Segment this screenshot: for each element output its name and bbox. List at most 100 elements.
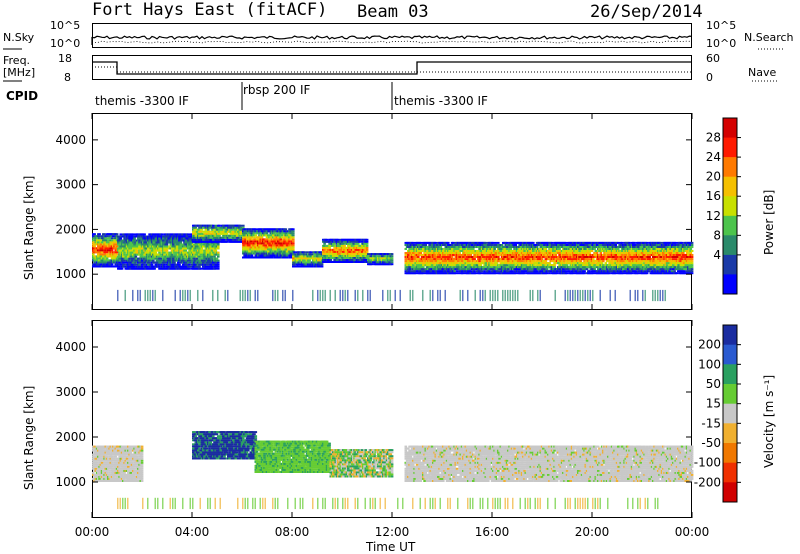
data-cell bbox=[218, 224, 221, 227]
data-cell bbox=[115, 233, 119, 236]
data-cell bbox=[292, 232, 295, 235]
data-cell bbox=[484, 244, 488, 246]
data-cell bbox=[97, 257, 100, 260]
data-cell bbox=[505, 246, 509, 248]
data-cell bbox=[110, 249, 114, 252]
data-cell bbox=[425, 246, 429, 248]
data-cell bbox=[248, 250, 251, 253]
data-cell bbox=[469, 266, 473, 269]
data-cell bbox=[224, 230, 228, 233]
data-cell bbox=[309, 251, 313, 254]
data-cell bbox=[527, 270, 530, 273]
data-cell bbox=[258, 250, 261, 253]
data-cell bbox=[365, 246, 369, 249]
data-cell bbox=[179, 249, 183, 252]
data-cell bbox=[459, 250, 463, 252]
data-cell bbox=[330, 244, 334, 247]
data-cell bbox=[115, 251, 119, 254]
data-cell bbox=[409, 270, 413, 273]
data-cell bbox=[429, 258, 433, 261]
data-cell bbox=[222, 236, 225, 239]
data-cell bbox=[210, 236, 214, 239]
data-cell bbox=[499, 264, 503, 267]
data-cell bbox=[113, 253, 116, 256]
data-cell bbox=[143, 263, 146, 266]
data-cell bbox=[104, 259, 108, 262]
data-cell bbox=[149, 235, 153, 238]
data-cell bbox=[362, 252, 365, 255]
data-cell bbox=[462, 272, 465, 275]
data-cell bbox=[225, 240, 229, 243]
data-cell bbox=[500, 260, 504, 263]
data-cell bbox=[199, 267, 203, 270]
data-cell bbox=[568, 270, 571, 273]
data-cell bbox=[324, 246, 328, 249]
data-cell bbox=[339, 250, 343, 253]
data-cell bbox=[217, 263, 220, 266]
data-cell bbox=[200, 232, 204, 235]
data-cell bbox=[265, 232, 269, 235]
data-cell bbox=[553, 264, 556, 267]
data-cell bbox=[215, 230, 219, 233]
data-cell bbox=[110, 263, 114, 266]
data-cell bbox=[355, 244, 359, 247]
data-cell bbox=[148, 257, 151, 260]
data-cell bbox=[433, 264, 436, 267]
data-cell bbox=[340, 240, 344, 243]
data-cell bbox=[287, 252, 290, 255]
data-cell bbox=[264, 248, 268, 251]
data-cell bbox=[285, 256, 289, 259]
data-cell bbox=[200, 243, 204, 246]
data-cell bbox=[458, 252, 461, 254]
data-cell bbox=[157, 239, 160, 242]
data-cell bbox=[159, 253, 163, 256]
data-cell bbox=[492, 268, 495, 271]
data-cell bbox=[507, 260, 510, 263]
data-cell bbox=[463, 246, 466, 248]
data-cell bbox=[505, 244, 509, 246]
data-cell bbox=[367, 257, 370, 260]
data-cell bbox=[217, 251, 220, 254]
data-cell bbox=[293, 251, 296, 254]
data-cell bbox=[523, 272, 526, 275]
data-cell bbox=[187, 247, 190, 250]
data-cell bbox=[549, 248, 553, 250]
data-cell bbox=[358, 240, 361, 243]
nsearch-tick-low: 10^0 bbox=[706, 37, 737, 50]
data-cell bbox=[158, 249, 161, 252]
data-cell bbox=[490, 248, 494, 250]
data-cell bbox=[558, 248, 561, 250]
data-cell bbox=[317, 253, 320, 256]
data-cell bbox=[102, 257, 105, 260]
data-cell bbox=[484, 241, 488, 244]
data-cell bbox=[292, 242, 295, 245]
data-cell bbox=[563, 248, 566, 250]
data-cell bbox=[277, 248, 280, 251]
data-cell bbox=[319, 255, 323, 258]
data-cell bbox=[409, 260, 413, 263]
data-cell bbox=[109, 255, 113, 258]
data-cell bbox=[374, 259, 378, 262]
data-cell bbox=[279, 250, 283, 253]
data-cell bbox=[308, 259, 311, 262]
data-cell bbox=[494, 241, 498, 244]
data-cell bbox=[192, 255, 195, 258]
data-cell bbox=[459, 262, 463, 265]
data-cell bbox=[529, 262, 533, 265]
data-cell bbox=[560, 260, 564, 263]
data-cell bbox=[518, 252, 521, 254]
data-cell bbox=[128, 247, 131, 250]
data-cell bbox=[562, 268, 565, 271]
data-cell bbox=[275, 250, 279, 253]
data-cell bbox=[194, 234, 198, 237]
data-cell bbox=[493, 248, 496, 250]
data-cell bbox=[479, 272, 483, 275]
data-cell bbox=[310, 253, 314, 256]
freq-tick-high: 18 bbox=[58, 52, 72, 65]
data-cell bbox=[410, 262, 414, 265]
data-cell bbox=[509, 266, 513, 269]
data-cell bbox=[412, 241, 415, 244]
nsearch-label: N.Search bbox=[744, 31, 794, 44]
data-cell bbox=[273, 254, 276, 257]
data-cell bbox=[260, 242, 264, 245]
